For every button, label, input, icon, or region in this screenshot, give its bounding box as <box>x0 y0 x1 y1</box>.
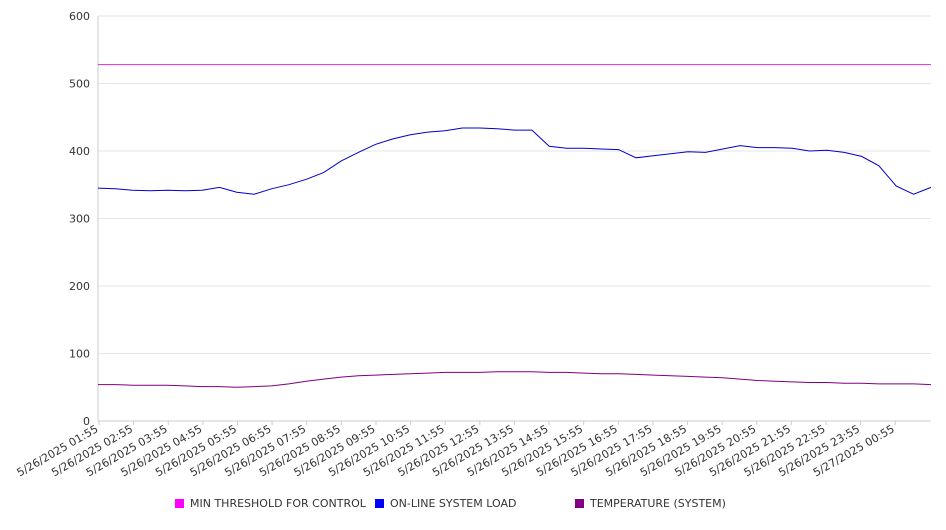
legend-label-threshold: MIN THRESHOLD FOR CONTROL <box>190 497 366 510</box>
legend-swatch-temperature <box>575 499 584 508</box>
grid-lines <box>98 15 931 354</box>
series-layer <box>97 64 932 388</box>
legend-swatch-threshold <box>175 499 184 508</box>
legend-item-threshold[interactable]: MIN THRESHOLD FOR CONTROL <box>175 497 366 510</box>
y-tick-label: 200 <box>69 280 90 293</box>
series-line-1 <box>97 127 932 195</box>
y-tick-label: 600 <box>69 10 90 23</box>
legend-item-temperature[interactable]: TEMPERATURE (SYSTEM) <box>575 497 726 510</box>
legend-label-load: ON-LINE SYSTEM LOAD <box>390 497 517 510</box>
series-line-2 <box>98 371 932 388</box>
legend-swatch-load <box>375 499 384 508</box>
legend-item-load[interactable]: ON-LINE SYSTEM LOAD <box>375 497 516 510</box>
y-tick-label: 100 <box>69 348 90 361</box>
y-axis: 0 100 200 300 400 500 600 <box>69 10 99 428</box>
y-tick-label: 500 <box>69 78 90 91</box>
y-tick-label: 400 <box>69 145 90 158</box>
legend: MIN THRESHOLD FOR CONTROL ON-LINE SYSTEM… <box>0 497 946 515</box>
x-axis: 5/26/2025 01:555/26/2025 02:555/26/2025 … <box>15 420 931 479</box>
legend-label-temperature: TEMPERATURE (SYSTEM) <box>590 497 726 510</box>
y-tick-label: 0 <box>83 415 90 428</box>
y-tick-label: 300 <box>69 213 90 226</box>
